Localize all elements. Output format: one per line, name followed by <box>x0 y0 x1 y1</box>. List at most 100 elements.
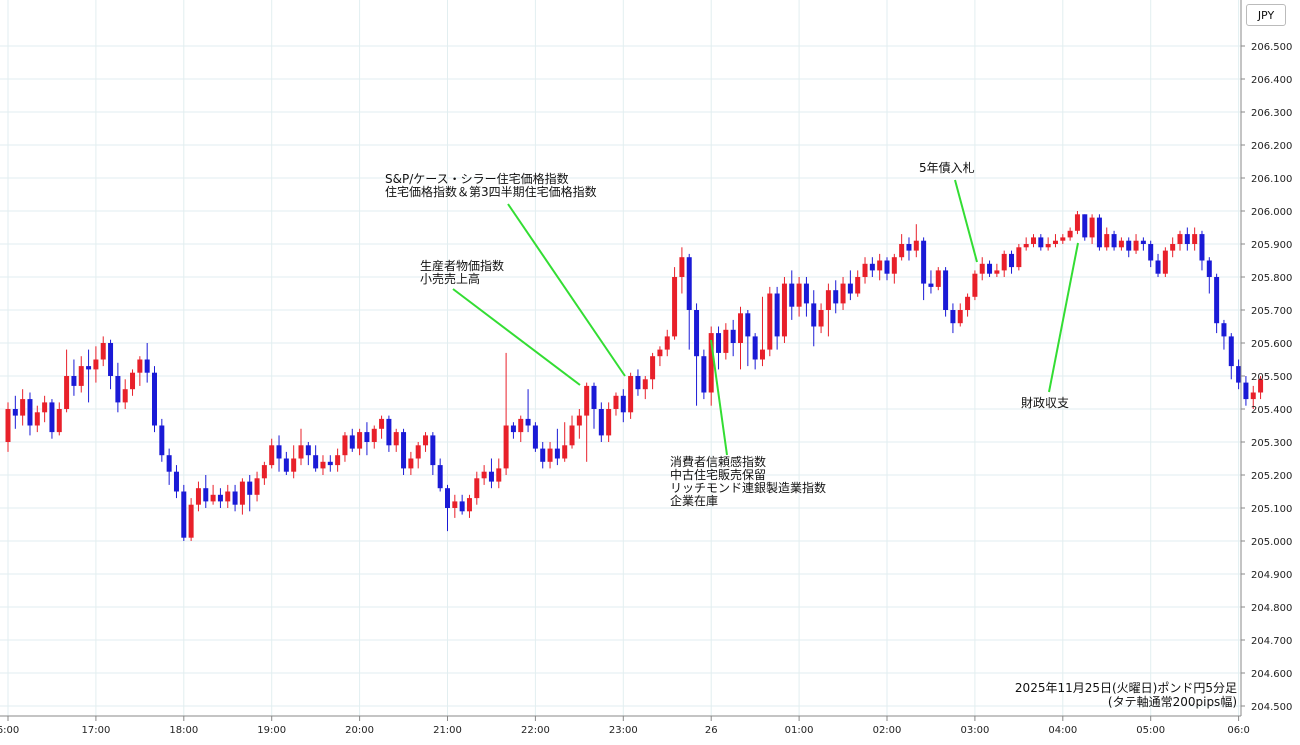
candle-body <box>979 263 985 274</box>
chart-caption-line-1: 2025年11月25日(火曜日)ポンド円5分足 <box>1015 681 1237 695</box>
candle-body <box>1045 244 1051 248</box>
candle-body <box>349 435 355 449</box>
candle-body <box>1162 250 1168 274</box>
candle-down <box>1155 253 1161 277</box>
candle-body <box>5 409 11 442</box>
price-tick-label: 206.100 <box>1251 174 1292 185</box>
price-tick-label: 206.200 <box>1251 141 1292 152</box>
candle-body <box>877 260 883 271</box>
candle-body <box>1052 240 1058 244</box>
candle-body <box>1038 237 1044 248</box>
candle-up <box>56 402 62 436</box>
candle-body <box>20 399 26 416</box>
candle-body <box>423 435 429 446</box>
candle-down <box>459 494 465 515</box>
candle-down <box>730 319 736 357</box>
candle-up <box>225 484 231 508</box>
candle-body <box>1228 336 1234 367</box>
candle-body <box>1082 214 1088 238</box>
candle-up <box>1031 234 1036 248</box>
candle-up <box>1052 234 1058 248</box>
candle-body <box>781 283 787 337</box>
candle-up <box>261 461 267 485</box>
time-tick-label: 02:00 <box>873 725 902 736</box>
annotation-line <box>710 339 728 456</box>
time-tick-label: 23:00 <box>609 725 638 736</box>
time-tick-label: 22:00 <box>521 725 550 736</box>
candle-body <box>664 336 670 350</box>
candle-body <box>1192 234 1198 244</box>
candle-body <box>34 412 40 426</box>
candle-body <box>335 455 341 466</box>
candle-up <box>738 306 743 370</box>
price-tick-label: 204.500 <box>1251 702 1292 713</box>
time-tick-label: 17:00 <box>81 725 110 736</box>
candle-up <box>781 277 787 343</box>
candle-body <box>217 494 223 502</box>
candle-up <box>122 379 128 409</box>
candle-body <box>86 366 92 370</box>
price-tick-label: 204.600 <box>1251 669 1292 680</box>
price-tick-label: 206.300 <box>1251 108 1292 119</box>
candle-body <box>650 356 656 380</box>
price-tick-label: 205.700 <box>1251 306 1292 317</box>
candle-up <box>466 494 472 518</box>
candle-body <box>56 409 62 433</box>
candle-body <box>913 240 919 251</box>
candle-down <box>203 475 209 508</box>
candle-body <box>1118 240 1124 248</box>
candle-up <box>518 415 524 442</box>
candle-up <box>423 432 429 452</box>
candle-down <box>305 442 311 466</box>
candle-up <box>5 402 11 452</box>
candle-up <box>957 303 963 327</box>
candle-up <box>569 415 575 449</box>
candle-body <box>847 283 853 294</box>
candle-body <box>64 376 70 409</box>
candle-body <box>1258 379 1264 393</box>
candle-body <box>152 372 157 426</box>
candle-body <box>1126 240 1132 251</box>
price-tick-label: 206.500 <box>1251 42 1292 53</box>
candle-body <box>49 402 55 433</box>
candle-down <box>591 382 597 429</box>
candle-body <box>679 257 685 277</box>
candle-up <box>767 286 773 357</box>
candle-body <box>554 448 560 459</box>
candle-up <box>818 303 824 334</box>
price-tick-label: 204.700 <box>1251 636 1292 647</box>
candle-down <box>789 270 795 320</box>
price-tick-label: 205.800 <box>1251 273 1292 284</box>
candle-up <box>291 445 297 479</box>
annotation-line <box>1048 242 1079 393</box>
candle-down <box>1126 237 1132 258</box>
currency-badge[interactable]: JPY <box>1246 4 1286 26</box>
candle-body <box>1133 240 1139 251</box>
candle-up <box>547 442 553 469</box>
candle-down <box>173 465 179 499</box>
candle-up <box>298 428 304 466</box>
candle-up <box>342 432 348 462</box>
candle-body <box>825 290 831 310</box>
candle-up <box>1045 237 1051 251</box>
annotation-text: 財政収支 <box>1021 395 1069 410</box>
candle-body <box>928 283 934 287</box>
candle-body <box>584 385 590 416</box>
candle-up <box>657 346 663 367</box>
candle-up <box>239 478 245 515</box>
candle-body <box>1199 234 1205 261</box>
candle-body <box>276 445 282 459</box>
candle-body <box>1148 244 1154 261</box>
candle-down <box>115 362 121 413</box>
candle-up <box>1074 211 1080 235</box>
annotation-text: 企業在庫 <box>670 493 718 508</box>
candle-body <box>408 458 414 469</box>
candle-up <box>195 481 201 512</box>
candle-up <box>64 349 70 413</box>
candle-down <box>144 343 150 383</box>
candle-body <box>1009 253 1015 268</box>
candle-body <box>1001 253 1007 271</box>
candle-down <box>1140 237 1146 251</box>
candle-down <box>928 270 934 294</box>
candle-body <box>701 356 707 393</box>
